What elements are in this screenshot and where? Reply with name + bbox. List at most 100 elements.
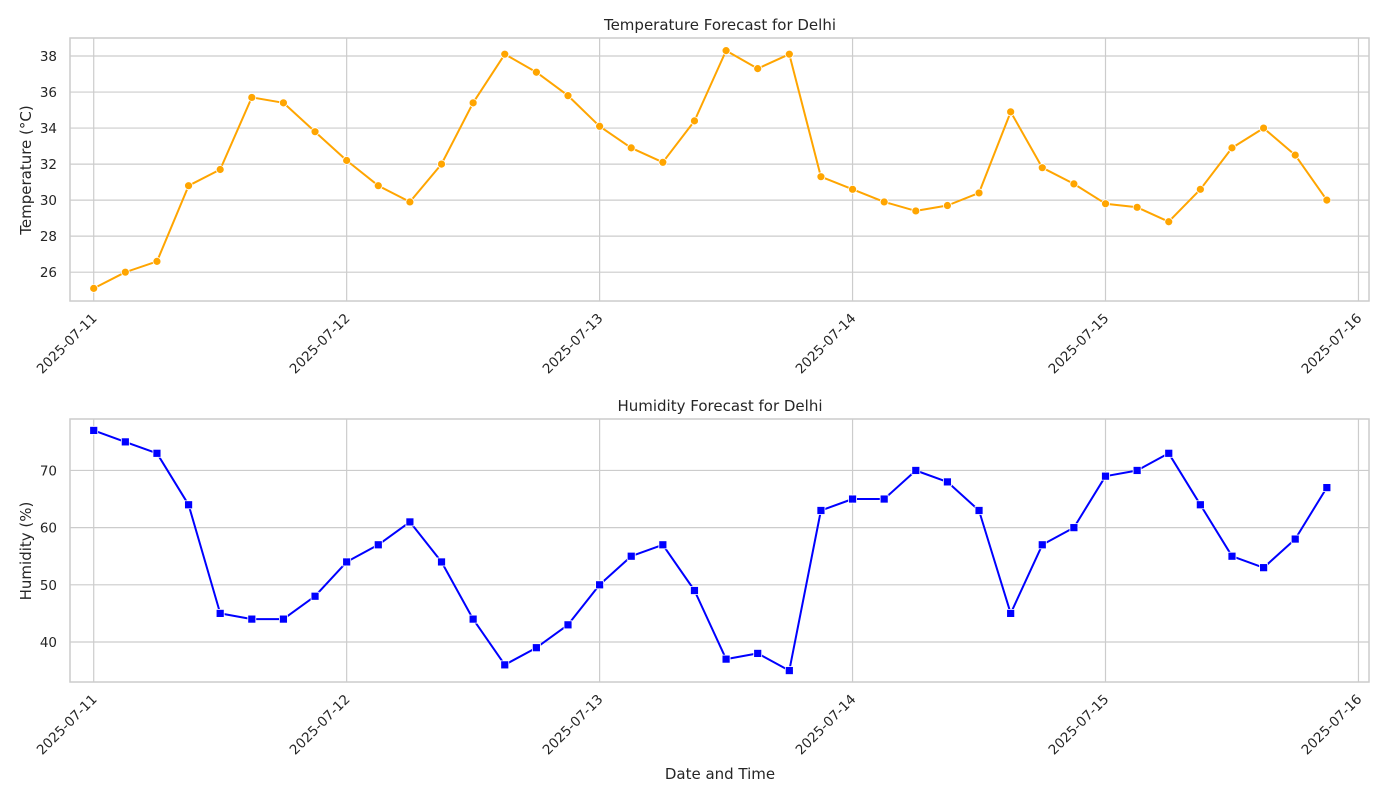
temperature-point bbox=[784, 49, 794, 59]
humidity-x-tick-label: 2025-07-11 bbox=[34, 692, 101, 759]
humidity-y-label: Humidity (%) bbox=[17, 502, 35, 601]
temperature-y-tick-label: 34 bbox=[40, 121, 57, 137]
humidity-x-tick-label: 2025-07-13 bbox=[540, 692, 607, 759]
humidity-point bbox=[437, 557, 446, 567]
temperature-point bbox=[911, 206, 921, 216]
humidity-point bbox=[690, 586, 699, 595]
temperature-point bbox=[626, 143, 636, 153]
humidity-point bbox=[816, 506, 826, 515]
temperature-x-tick-label: 2025-07-13 bbox=[540, 311, 607, 378]
humidity-point bbox=[563, 620, 573, 630]
humidity-series-line bbox=[93, 429, 1328, 672]
humidity-x-tick-label: 2025-07-16 bbox=[1298, 692, 1365, 759]
temperature-point bbox=[1037, 163, 1047, 173]
humidity-point bbox=[405, 517, 415, 527]
temperature-point bbox=[1164, 217, 1174, 227]
temperature-point bbox=[310, 127, 320, 137]
humidity-y-tick-label: 50 bbox=[40, 578, 57, 594]
temperature-y-tick-label: 30 bbox=[40, 193, 57, 209]
temperature-point bbox=[943, 201, 952, 210]
temperature-point bbox=[816, 172, 826, 182]
temperature-point bbox=[1132, 202, 1142, 212]
temperature-panel: Temperature Forecast for Delhi Temperatu… bbox=[17, 16, 1370, 378]
temperature-grid bbox=[70, 38, 1369, 301]
temperature-point bbox=[468, 98, 478, 108]
temperature-point bbox=[152, 256, 162, 266]
temperature-point bbox=[437, 159, 446, 169]
humidity-title: Humidity Forecast for Delhi bbox=[617, 397, 822, 415]
humidity-grid bbox=[70, 419, 1369, 682]
temperature-point bbox=[1259, 123, 1269, 133]
humidity-point bbox=[753, 649, 763, 658]
temperature-x-tick-label: 2025-07-14 bbox=[793, 311, 860, 378]
humidity-point bbox=[215, 608, 225, 618]
humidity-point bbox=[279, 614, 288, 624]
humidity-point bbox=[658, 540, 668, 550]
temperature-point bbox=[279, 98, 288, 108]
humidity-x-tick-label: 2025-07-12 bbox=[287, 692, 354, 759]
temperature-series-line bbox=[93, 49, 1328, 290]
humidity-x-tick-label: 2025-07-14 bbox=[793, 692, 860, 759]
temperature-y-tick-label: 28 bbox=[40, 229, 57, 245]
temperature-point bbox=[1101, 199, 1110, 209]
humidity-x-tick-label: 2025-07-15 bbox=[1046, 692, 1113, 759]
humidity-y-tick-label: 70 bbox=[40, 463, 57, 479]
humidity-point bbox=[1069, 523, 1079, 533]
humidity-plot-frame bbox=[69, 418, 1370, 683]
humidity-point bbox=[943, 477, 952, 487]
humidity-point bbox=[1164, 448, 1174, 458]
temperature-title: Temperature Forecast for Delhi bbox=[603, 16, 836, 34]
temperature-point bbox=[500, 49, 510, 59]
humidity-point bbox=[152, 448, 162, 458]
temperature-point bbox=[531, 67, 541, 77]
humidity-point bbox=[911, 466, 921, 475]
temperature-point bbox=[595, 121, 605, 131]
temperature-x-tick-label: 2025-07-11 bbox=[34, 311, 101, 378]
temperature-plot-frame bbox=[69, 37, 1370, 302]
humidity-point bbox=[784, 666, 794, 675]
temperature-point bbox=[373, 181, 383, 191]
temperature-y-tick-label: 36 bbox=[40, 85, 57, 101]
temperature-y-tick-label: 38 bbox=[40, 49, 57, 65]
humidity-y-tick-label: 60 bbox=[40, 521, 57, 537]
temperature-point bbox=[1322, 195, 1332, 205]
temperature-point bbox=[974, 188, 984, 198]
temperature-point bbox=[879, 197, 889, 207]
humidity-point bbox=[310, 591, 320, 601]
temperature-point bbox=[184, 181, 193, 191]
temperature-point bbox=[753, 64, 763, 74]
humidity-point bbox=[1132, 466, 1142, 475]
temperature-point bbox=[120, 267, 130, 277]
humidity-point bbox=[531, 643, 541, 653]
humidity-point bbox=[595, 580, 605, 590]
humidity-point bbox=[1195, 500, 1205, 510]
humidity-point bbox=[1322, 483, 1332, 493]
humidity-panel: Humidity Forecast for Delhi Humidity (%)… bbox=[17, 397, 1370, 783]
temperature-x-tick-label: 2025-07-16 bbox=[1298, 311, 1365, 378]
humidity-point bbox=[1259, 563, 1269, 573]
temperature-point bbox=[89, 283, 99, 293]
humidity-point bbox=[879, 494, 889, 504]
temperature-point bbox=[247, 93, 257, 102]
humidity-point bbox=[120, 437, 130, 447]
humidity-point bbox=[500, 660, 510, 670]
humidity-point bbox=[974, 506, 984, 515]
humidity-point bbox=[626, 551, 636, 561]
x-axis-label: Date and Time bbox=[665, 765, 775, 783]
temperature-point bbox=[658, 157, 668, 167]
temperature-point bbox=[215, 165, 225, 174]
temperature-point bbox=[1195, 184, 1205, 194]
humidity-point bbox=[1290, 534, 1300, 544]
humidity-point bbox=[1037, 540, 1047, 550]
humidity-y-tick-label: 40 bbox=[40, 635, 57, 651]
temperature-point bbox=[342, 156, 352, 165]
humidity-point bbox=[468, 614, 478, 624]
temperature-point bbox=[1069, 179, 1079, 189]
temperature-point bbox=[405, 197, 415, 207]
humidity-point bbox=[1006, 608, 1016, 618]
temperature-y-tick-label: 26 bbox=[40, 265, 57, 281]
humidity-point bbox=[848, 494, 857, 504]
temperature-y-label: Temperature (°C) bbox=[17, 105, 35, 235]
